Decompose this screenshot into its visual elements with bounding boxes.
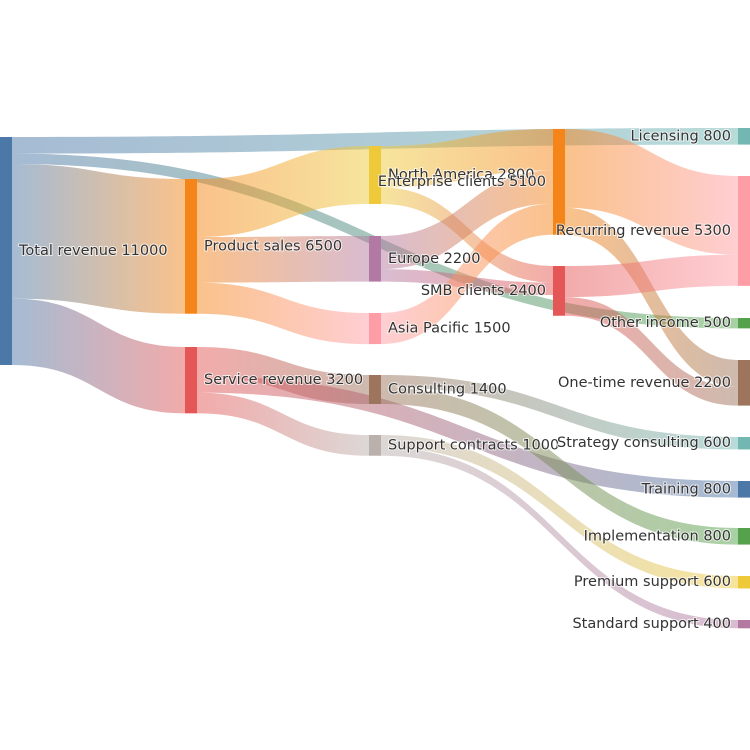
link xyxy=(197,146,369,238)
node-name: Enterprise clients xyxy=(378,174,505,190)
node-name: Implementation xyxy=(584,528,699,544)
node-name: Strategy consulting xyxy=(557,435,699,451)
link xyxy=(381,375,738,450)
node-value: 800 xyxy=(703,128,731,144)
node xyxy=(369,375,381,405)
node-value: 2400 xyxy=(509,283,546,299)
node-label: Implementation 800 xyxy=(584,528,731,544)
node xyxy=(738,481,750,498)
node-label: Strategy consulting 600 xyxy=(557,435,731,451)
node-value: 500 xyxy=(703,315,731,331)
node xyxy=(738,528,750,545)
node-name: Premium support xyxy=(574,574,699,590)
node-value: 11000 xyxy=(121,243,167,259)
node-label: Premium support 600 xyxy=(574,574,731,590)
node-value: 1000 xyxy=(522,437,559,453)
node-value: 5100 xyxy=(509,174,546,190)
node-label: One-time revenue 2200 xyxy=(558,375,731,391)
node-value: 1500 xyxy=(474,321,511,337)
node xyxy=(0,137,12,365)
link xyxy=(381,129,553,188)
node-label: Total revenue 11000 xyxy=(18,243,168,259)
nodes xyxy=(0,128,750,629)
node-value: 2200 xyxy=(444,251,481,267)
link xyxy=(381,387,738,545)
node-value: 1400 xyxy=(470,382,507,398)
node-name: Consulting xyxy=(388,382,465,398)
node-name: Total revenue xyxy=(18,243,117,259)
node-label: Licensing 800 xyxy=(631,128,731,144)
node-name: North America xyxy=(388,167,493,183)
node xyxy=(369,236,381,282)
node-label: Consulting 1400 xyxy=(388,382,507,398)
node-label: Enterprise clients 5100 xyxy=(378,174,546,190)
node-value: 3200 xyxy=(326,372,363,388)
node-name: Product sales xyxy=(204,238,301,254)
node-name: Training xyxy=(640,481,698,497)
node-label: Recurring revenue 5300 xyxy=(556,223,731,239)
node xyxy=(738,128,750,145)
node-value: 800 xyxy=(703,481,731,497)
link xyxy=(381,447,738,629)
link xyxy=(12,163,185,314)
link xyxy=(565,297,738,406)
node-name: Licensing xyxy=(631,128,699,144)
node xyxy=(738,576,750,589)
node-name: Other income xyxy=(600,315,699,331)
node xyxy=(738,620,750,629)
node-label: Standard support 400 xyxy=(572,616,731,632)
node-name: Support contracts xyxy=(388,437,518,453)
node-name: Service revenue xyxy=(204,372,322,388)
node-value: 600 xyxy=(703,435,731,451)
node-label: SMB clients 2400 xyxy=(421,283,546,299)
link xyxy=(381,170,553,270)
node-value: 400 xyxy=(703,616,731,632)
labels: Total revenue 11000 Product sales 6500 Ser… xyxy=(17,127,732,633)
node xyxy=(553,266,565,316)
node-name: One-time revenue xyxy=(558,375,690,391)
node xyxy=(738,360,750,406)
node-label: Product sales 6500 xyxy=(204,238,342,254)
link xyxy=(197,392,369,456)
node-name: Asia Pacific xyxy=(388,321,469,337)
node xyxy=(553,129,565,235)
node xyxy=(738,176,750,286)
node-label: Asia Pacific 1500 xyxy=(388,321,511,337)
node xyxy=(185,179,197,314)
link xyxy=(197,236,369,283)
node xyxy=(185,347,197,414)
node-name: Europe xyxy=(388,251,439,267)
node-label: North America 2800 xyxy=(388,167,535,183)
node-label: Europe 2200 xyxy=(388,251,481,267)
node-value: 2800 xyxy=(498,167,535,183)
node-value: 800 xyxy=(703,528,731,544)
node xyxy=(738,437,750,450)
node-value: 6500 xyxy=(305,238,342,254)
node-name: Recurring revenue xyxy=(556,223,690,239)
link xyxy=(12,298,185,414)
link xyxy=(197,282,369,345)
node xyxy=(369,313,381,345)
node xyxy=(738,318,750,329)
node-label: Service revenue 3200 xyxy=(204,372,363,388)
node xyxy=(369,435,381,456)
node-label: Support contracts 1000 xyxy=(388,437,559,453)
node xyxy=(369,146,381,205)
link xyxy=(565,254,738,298)
node-name: SMB clients xyxy=(421,283,505,299)
node-value: 600 xyxy=(703,574,731,590)
node-label: Other income 500 xyxy=(600,315,731,331)
node-label: Training 800 xyxy=(640,481,731,497)
link xyxy=(565,129,738,255)
link xyxy=(381,203,553,345)
link xyxy=(197,376,738,498)
link xyxy=(381,435,738,589)
node-name: Standard support xyxy=(572,616,699,632)
link xyxy=(565,207,738,387)
node-value: 2200 xyxy=(694,375,731,391)
node-value: 5300 xyxy=(694,223,731,239)
